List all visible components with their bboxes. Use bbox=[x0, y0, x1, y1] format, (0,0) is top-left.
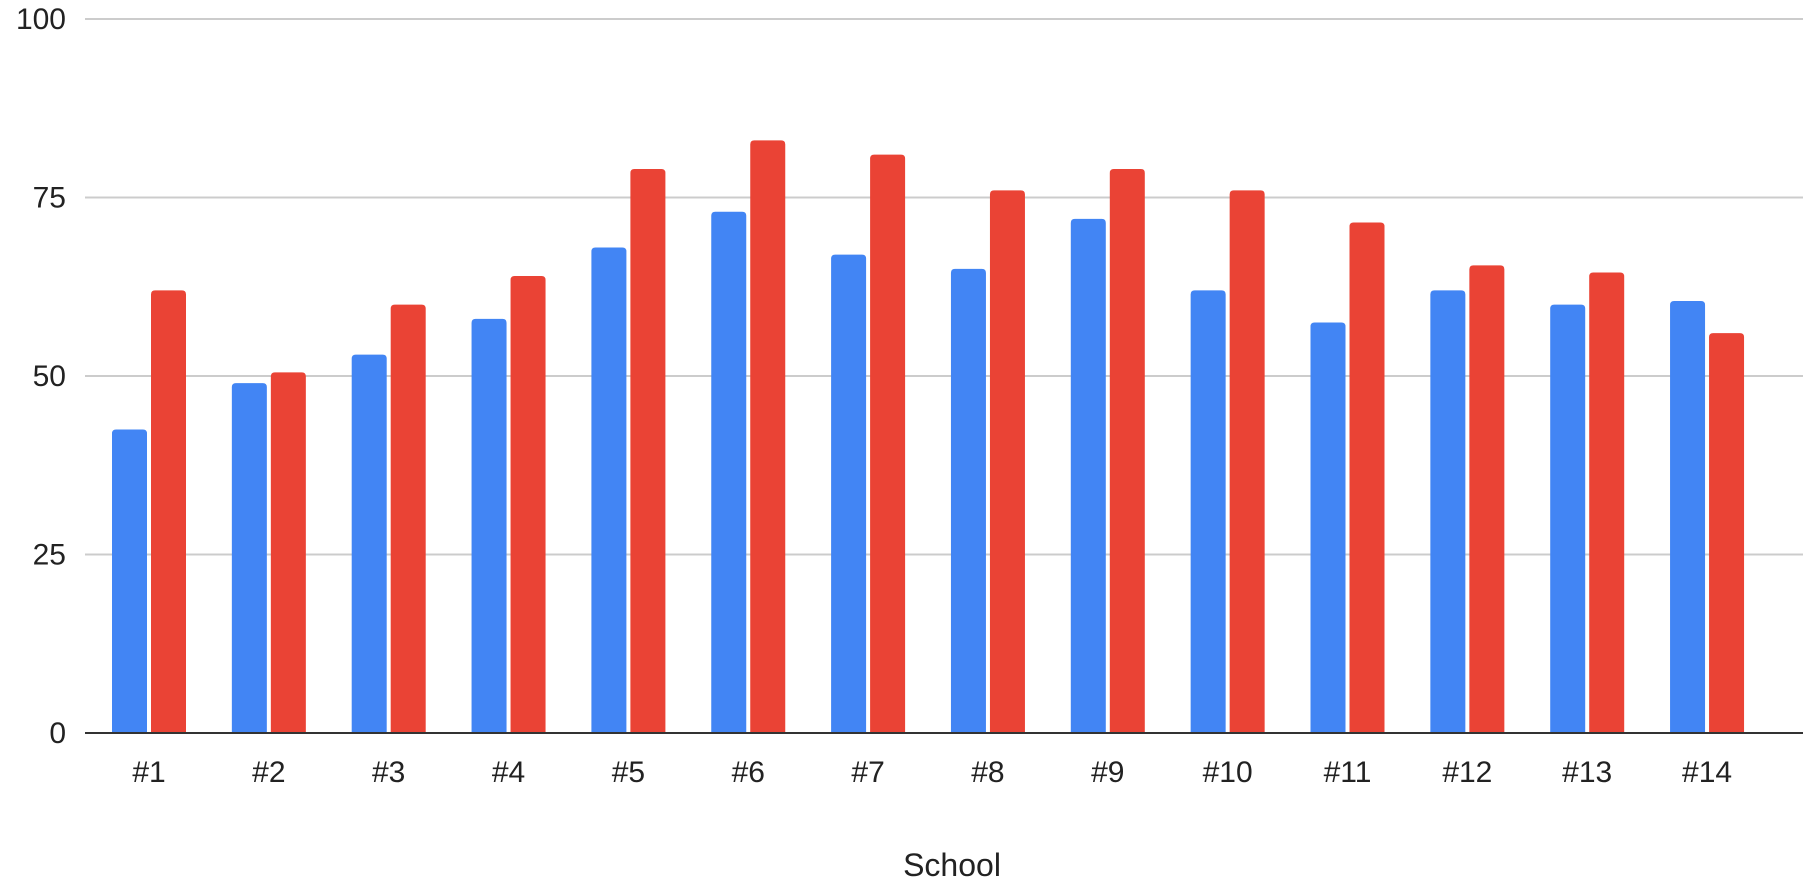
bar-series2-school-3 bbox=[390, 304, 426, 733]
y-tick-label: 100 bbox=[16, 3, 66, 36]
y-tick-label: 25 bbox=[33, 539, 66, 572]
x-tick-label: #11 bbox=[1324, 756, 1372, 789]
y-tick-label: 75 bbox=[33, 182, 66, 215]
bar-series2-school-2 bbox=[270, 372, 306, 733]
x-tick-label: #14 bbox=[1682, 756, 1732, 789]
bar-series2-school-12 bbox=[1469, 265, 1505, 733]
bar-series2-school-8 bbox=[989, 190, 1025, 734]
bar-series2-school-5 bbox=[630, 168, 666, 733]
bar-series1-school-3 bbox=[351, 354, 387, 733]
bar-series1-school-12 bbox=[1430, 290, 1466, 733]
bar-series1-school-9 bbox=[1070, 218, 1106, 734]
gridlines bbox=[85, 18, 1803, 556]
bar-series1-school-7 bbox=[831, 254, 867, 733]
x-tick-label: #6 bbox=[732, 756, 765, 789]
x-tick-label: #4 bbox=[492, 756, 525, 789]
bar-series1-school-6 bbox=[711, 211, 747, 733]
x-tick-label: #1 bbox=[132, 756, 165, 789]
bar-series1-school-11 bbox=[1310, 322, 1346, 733]
x-axis-title: School bbox=[903, 847, 1001, 883]
x-tick-label: #12 bbox=[1442, 756, 1492, 789]
bar-series2-school-7 bbox=[870, 154, 906, 733]
bar-series1-school-10 bbox=[1190, 290, 1226, 733]
bar-series2-school-1 bbox=[151, 290, 186, 733]
bar-series1-school-2 bbox=[231, 383, 267, 733]
bar-series1-school-4 bbox=[471, 318, 507, 733]
bar-series1-school-1 bbox=[112, 429, 147, 733]
x-tick-label: #13 bbox=[1562, 756, 1612, 789]
x-tick-label: #8 bbox=[971, 756, 1004, 789]
bar-series1-school-5 bbox=[591, 247, 627, 734]
bar-series2-school-4 bbox=[510, 276, 546, 733]
bars bbox=[112, 140, 1745, 734]
x-axis-tick-labels: #1 #2 #3 #4 #5 #6 #7 #8 #9 #10 #11 #12 #13 #14 bbox=[132, 756, 1732, 789]
y-axis-tick-labels: 0 25 50 75 100 bbox=[16, 3, 66, 750]
y-tick-label: 0 bbox=[49, 717, 66, 750]
bar-series2-school-10 bbox=[1229, 190, 1265, 734]
x-tick-label: #2 bbox=[252, 756, 285, 789]
x-tick-label: #7 bbox=[851, 756, 884, 789]
bar-series2-school-11 bbox=[1349, 222, 1385, 734]
x-tick-label: #5 bbox=[612, 756, 645, 789]
x-tick-label: #10 bbox=[1203, 756, 1253, 789]
bar-series1-school-13 bbox=[1550, 304, 1586, 733]
bar-series2-school-6 bbox=[750, 140, 786, 733]
x-tick-label: #3 bbox=[372, 756, 405, 789]
y-tick-label: 50 bbox=[33, 360, 66, 393]
bar-series1-school-8 bbox=[950, 268, 986, 733]
bar-series1-school-14 bbox=[1670, 301, 1706, 733]
x-tick-label: #9 bbox=[1091, 756, 1124, 789]
bar-series2-school-13 bbox=[1589, 272, 1625, 733]
bar-series2-school-14 bbox=[1709, 333, 1745, 733]
bar-series2-school-9 bbox=[1109, 168, 1145, 733]
